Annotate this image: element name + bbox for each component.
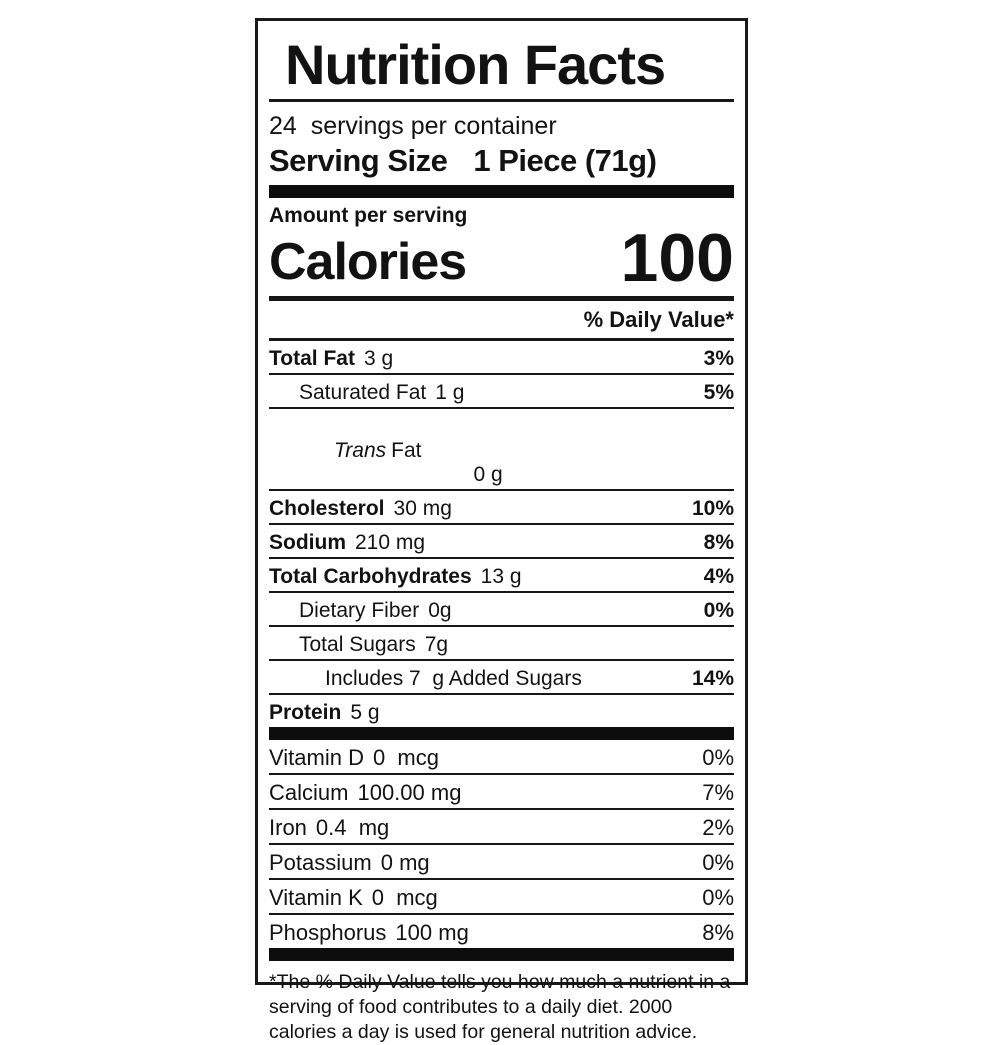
serving-size-value: 1 Piece (71g) [473, 143, 657, 178]
section-bar-middle [269, 726, 734, 740]
title-divider [269, 99, 734, 102]
calories-value: 100 [620, 220, 734, 296]
vitamin-row-potassium: Potassium 0 mg 0% [269, 845, 734, 880]
nutrient-row-dietary-fiber: Dietary Fiber 0g 0% [269, 593, 734, 627]
vitamin-row-iron: Iron 0.4 mg 2% [269, 810, 734, 845]
nutrient-row-cholesterol: Cholesterol 30 mg 10% [269, 491, 734, 525]
servings-per-container: 24 servings per container [269, 112, 557, 140]
section-bar-bottom [269, 947, 734, 961]
nutrient-row-saturated-fat: Saturated Fat 1 g 5% [269, 375, 734, 409]
nutrient-row-total-carbohydrates: Total Carbohydrates 13 g 4% [269, 559, 734, 593]
calories-divider [269, 295, 734, 301]
calories-label: Calories [269, 232, 467, 291]
daily-value-header: % Daily Value* [269, 301, 734, 341]
vitamin-row-vitamin-k: Vitamin K 0 mcg 0% [269, 880, 734, 915]
label-title: Nutrition Facts [285, 33, 666, 96]
amount-per-serving: Amount per serving [269, 204, 468, 227]
nutrient-row-total-sugars: Total Sugars 7g [269, 627, 734, 661]
nutrition-facts-label: Nutrition Facts 24 servings per containe… [255, 18, 748, 1043]
nutrient-row-protein: Protein 5 g [269, 700, 380, 724]
serving-size-label: Serving Size [269, 143, 448, 178]
nutrient-row-trans-fat: Trans Fat 0 g [269, 409, 734, 491]
vitamin-row-phosphorus: Phosphorus 100 mg 8% [269, 919, 734, 945]
nutrient-row-added-sugars: Includes 7 g Added Sugars 14% [269, 661, 734, 695]
nutrient-row-sodium: Sodium 210 mg 8% [269, 525, 734, 559]
serving-size-row: Serving Size 1 Piece (71g) [269, 143, 734, 179]
vitamin-row-vitamin-d: Vitamin D 0 mcg 0% [269, 740, 734, 775]
calories-row: Calories 100 [269, 220, 734, 296]
section-bar-top [269, 185, 734, 198]
daily-value-footnote: *The % Daily Value tells you how much a … [269, 970, 731, 1043]
vitamin-row-calcium: Calcium 100.00 mg 7% [269, 775, 734, 810]
nutrient-row-total-fat: Total Fat 3 g 3% [269, 341, 734, 375]
